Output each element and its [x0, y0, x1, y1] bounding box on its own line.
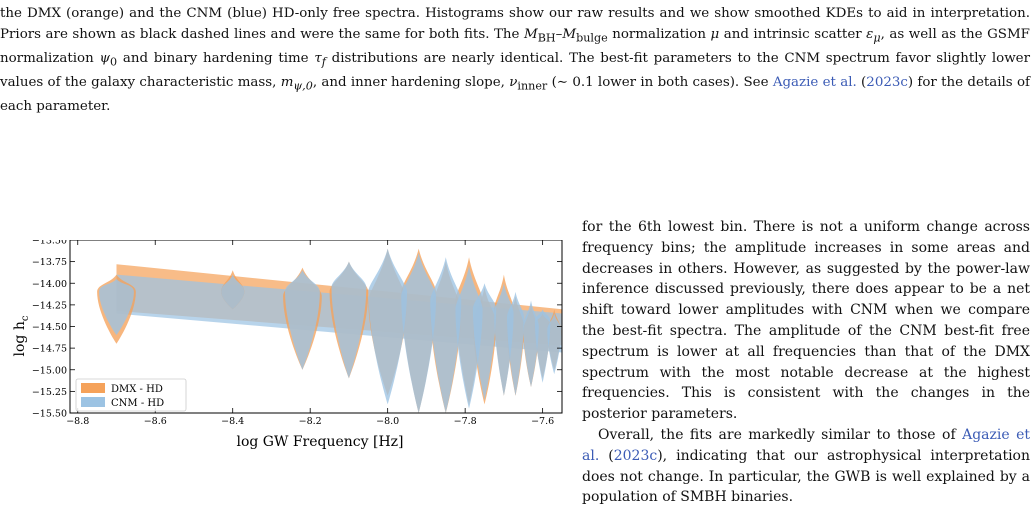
violin-cnm-bin-9	[472, 283, 497, 401]
x-tick-label: −8.4	[221, 416, 244, 427]
x-axis-label: log GW Frequency [Hz]	[236, 434, 403, 450]
caption-line-2-a: aid in interpretation. Priors are shown …	[0, 6, 1030, 42]
caption-line-5-a: hardening slope,	[391, 74, 510, 90]
caption-bh: BH	[537, 31, 556, 45]
x-tick-label: −7.8	[454, 416, 477, 427]
violin-cnm-bin-4	[331, 261, 367, 379]
y-tick-label: −14.00	[32, 279, 67, 290]
caption-psi-sub: 0	[110, 55, 118, 69]
y-tick-label: −14.50	[32, 322, 67, 333]
y-axis-label-main: log h	[12, 321, 28, 356]
caption-line-3-g: and binary hardening time	[117, 50, 315, 66]
caption-normalization: normalization	[607, 26, 711, 42]
caption-mpsi-sub: ψ,0	[293, 79, 313, 93]
figure-caption: the DMX (orange) and the CNM (blue) HD-o…	[0, 4, 1030, 118]
x-tick-label: −8.6	[144, 416, 167, 427]
violin-cnm-bin-14	[547, 313, 562, 375]
legend-swatch-cnm	[81, 397, 105, 407]
paragraph-1: for the 6th lowest bin. There is not a u…	[582, 219, 1030, 423]
caption-eps-sub: μ	[873, 31, 881, 45]
x-tick-label: −7.6	[531, 416, 554, 427]
caption-nu: ν	[509, 74, 518, 90]
y-tick-label: −15.50	[32, 409, 67, 420]
caption-line-1: the DMX (orange) and the CNM (blue) HD-o…	[0, 6, 882, 21]
violin-cnm-bin-2	[221, 274, 245, 310]
caption-dash: –	[555, 26, 563, 42]
paragraph-2: Overall, the fits are markedly similar t…	[582, 425, 1030, 508]
caption-line-4-end: , and inner	[312, 74, 387, 90]
legend-swatch-dmx	[81, 383, 105, 393]
caption-mu: μ	[710, 26, 720, 42]
violin-cnm-bin-11	[506, 291, 525, 396]
violin-cnm-bin-1	[99, 278, 134, 336]
caption-m2: M	[562, 26, 577, 42]
citation-link[interactable]: Agazie et al.	[772, 74, 857, 90]
caption-line-3-a: and intrinsic scatter	[723, 26, 867, 42]
violin-cnm-bin-3	[285, 270, 320, 370]
y-tick-label: −15.00	[32, 365, 67, 376]
y-axis-label: log hc	[12, 315, 31, 356]
caption-nu-sub: inner	[517, 79, 548, 93]
caption-tau: τ	[314, 50, 322, 66]
violin-cnm-bin-13	[534, 309, 551, 383]
paragraph-2-b: (	[599, 447, 614, 464]
x-tick-label: −8.2	[299, 416, 322, 427]
caption-psi: ψ	[99, 50, 110, 66]
y-tick-label: −14.25	[32, 300, 67, 311]
x-tick-label: −8.8	[66, 416, 89, 427]
caption-tau-sub: f	[321, 55, 326, 69]
body-column: for the 6th lowest bin. There is not a u…	[582, 217, 1030, 508]
violin-cnm-bin-7	[430, 257, 462, 413]
caption-m: M	[523, 26, 538, 42]
citation-year-link-2[interactable]: 2023c	[613, 447, 658, 464]
y-axis-label-sub: c	[20, 315, 31, 321]
y-tick-label: −15.25	[32, 387, 67, 398]
y-tick-label: −14.75	[32, 344, 67, 355]
caption-line-5-f: ) for the details of each parameter.	[0, 74, 1031, 115]
caption-line-3-j: distributions are nearly identical.	[325, 50, 564, 66]
caption-line-5-d: (∼ 0.1 lower in both cases). See	[547, 74, 773, 90]
free-spectrum-figure: −8.8 −8.6 −8.4 −8.2 −8.0 −7.8 −7.6 −15.50 −15.25…	[12, 240, 563, 450]
caption-line-4: The best-fit parameters to the CNM spect…	[0, 50, 1030, 90]
citation-year-link[interactable]: 2023c	[866, 74, 908, 90]
legend: DMX - HD CNM - HD	[75, 378, 187, 412]
caption-line-3-d: , as well as the GSMF normalization	[0, 26, 1030, 66]
y-tick-label: −13.75	[32, 257, 67, 268]
legend-label-dmx: DMX - HD	[111, 384, 163, 395]
legend-label-cnm: CNM - HD	[111, 398, 164, 409]
violin-cnm-bin-5	[368, 248, 408, 405]
caption-bulge: bulge	[576, 31, 608, 45]
paragraph-2-a: Overall, the fits are markedly similar t…	[598, 426, 963, 443]
caption-paren-open: (	[856, 74, 867, 90]
caption-mpsi: m	[280, 74, 294, 90]
caption-eps: ε	[866, 26, 874, 42]
violin-cnm-bin-6	[401, 252, 437, 413]
x-tick-label: −8.0	[376, 416, 399, 427]
y-tick-label: −13.50	[32, 240, 67, 247]
